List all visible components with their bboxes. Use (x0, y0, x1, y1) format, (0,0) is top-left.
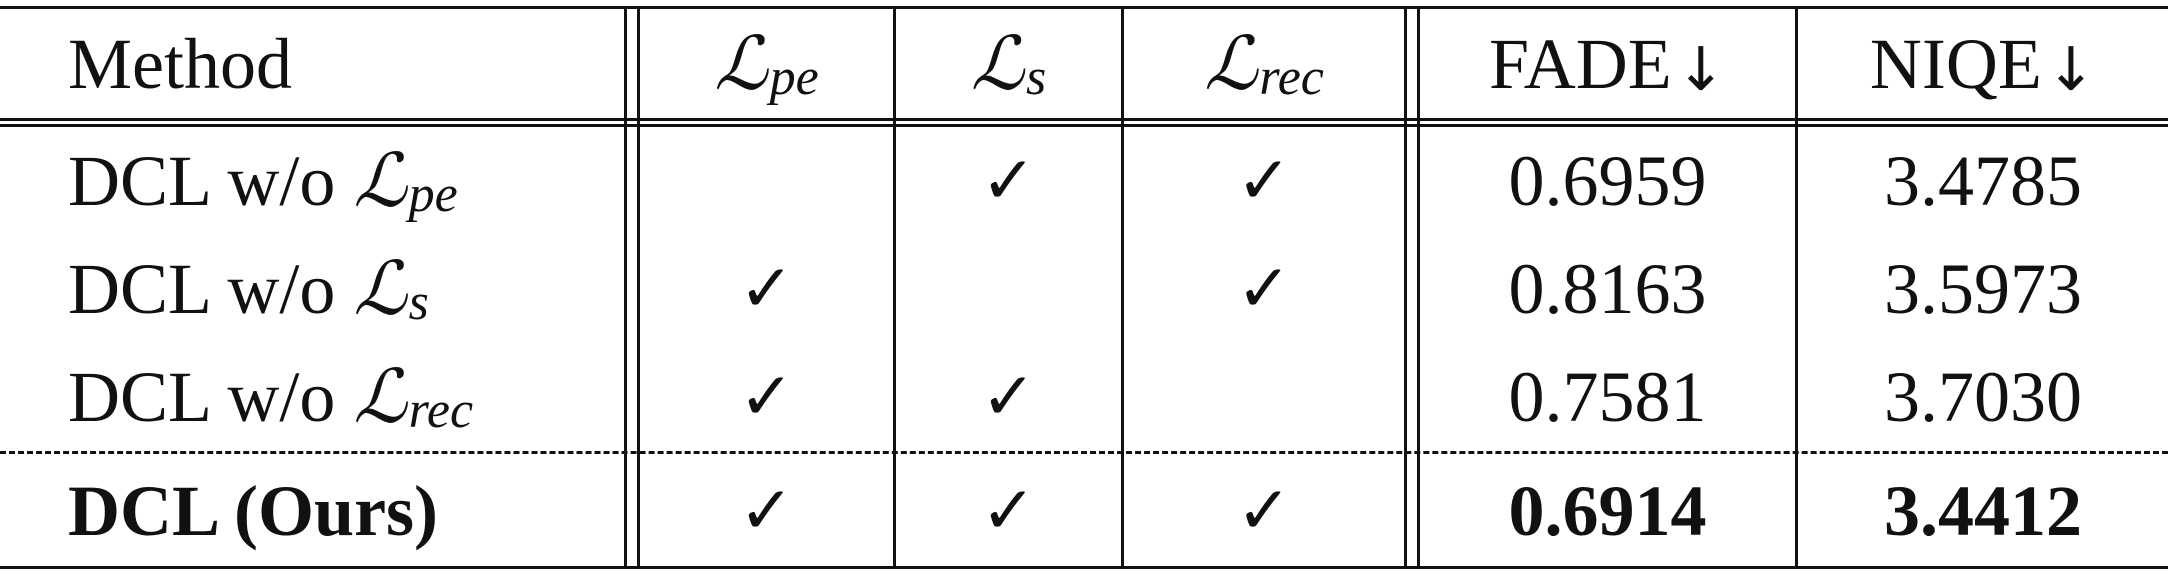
check-icon: ✓ (738, 358, 795, 435)
loss-subscript: pe (408, 166, 458, 223)
check-icon: ✓ (1236, 471, 1292, 549)
niqe-value: 3.7030 (1884, 357, 2082, 437)
header-rule (0, 118, 2168, 121)
ours-fade-value: 0.6914 (1508, 470, 1707, 551)
vrule-s (1121, 6, 1124, 569)
down-arrow-icon: ↓ (1675, 34, 1726, 105)
header-niqe: NIQE ↓ (1798, 9, 2168, 118)
niqe-value: 3.4785 (1884, 141, 2082, 221)
loss-subscript: s (1026, 48, 1047, 106)
bottom-rule (0, 566, 2168, 569)
header-niqe-text: NIQE (1869, 23, 2042, 104)
check-icon: ✓ (980, 358, 1037, 435)
check-icon: ✓ (1236, 142, 1292, 219)
down-arrow-icon: ↓ (2045, 34, 2097, 105)
header-fade: FADE ↓ (1420, 9, 1795, 118)
header-fade-text: FADE (1489, 23, 1672, 104)
vrule-pe (893, 6, 896, 569)
vrule-rec-left (1404, 6, 1407, 569)
loss-symbol: ℒ (353, 246, 407, 332)
header-method: Method (68, 9, 618, 118)
loss-subscript: rec (1259, 48, 1324, 106)
ours-niqe-value: 3.4412 (1884, 470, 2082, 551)
loss-symbol: ℒ (353, 138, 407, 224)
fade-value: 0.7581 (1508, 357, 1707, 437)
loss-subscript: rec (408, 382, 474, 439)
row-method-text: DCL w/o (68, 249, 354, 329)
loss-subscript: pe (769, 48, 819, 106)
check-icon: ✓ (1236, 250, 1292, 327)
fade-value: 0.8163 (1508, 249, 1707, 329)
check-icon: ✓ (738, 471, 795, 549)
header-rule-2 (0, 124, 2168, 127)
check-icon: ✓ (738, 250, 795, 327)
vrule-rec-right (1417, 6, 1420, 569)
niqe-value: 3.5973 (1884, 249, 2082, 329)
fade-value: 0.6959 (1508, 141, 1707, 221)
top-rule (0, 6, 2168, 9)
check-icon: ✓ (980, 471, 1037, 549)
header-method-text: Method (68, 23, 292, 104)
loss-symbol: ℒ (714, 20, 768, 107)
loss-subscript: s (408, 274, 429, 331)
vrule-method-left (624, 6, 627, 569)
check-icon: ✓ (980, 142, 1037, 219)
row-method-text: DCL w/o (68, 357, 354, 437)
loss-symbol: ℒ (353, 354, 407, 440)
vrule-method-right (637, 6, 640, 569)
row-method-text: DCL w/o (68, 141, 354, 221)
ours-method: DCL (Ours) (68, 470, 439, 551)
dashed-separator (0, 451, 2168, 454)
vrule-fade (1795, 6, 1798, 569)
loss-symbol: ℒ (1204, 20, 1258, 107)
loss-symbol: ℒ (970, 20, 1025, 107)
